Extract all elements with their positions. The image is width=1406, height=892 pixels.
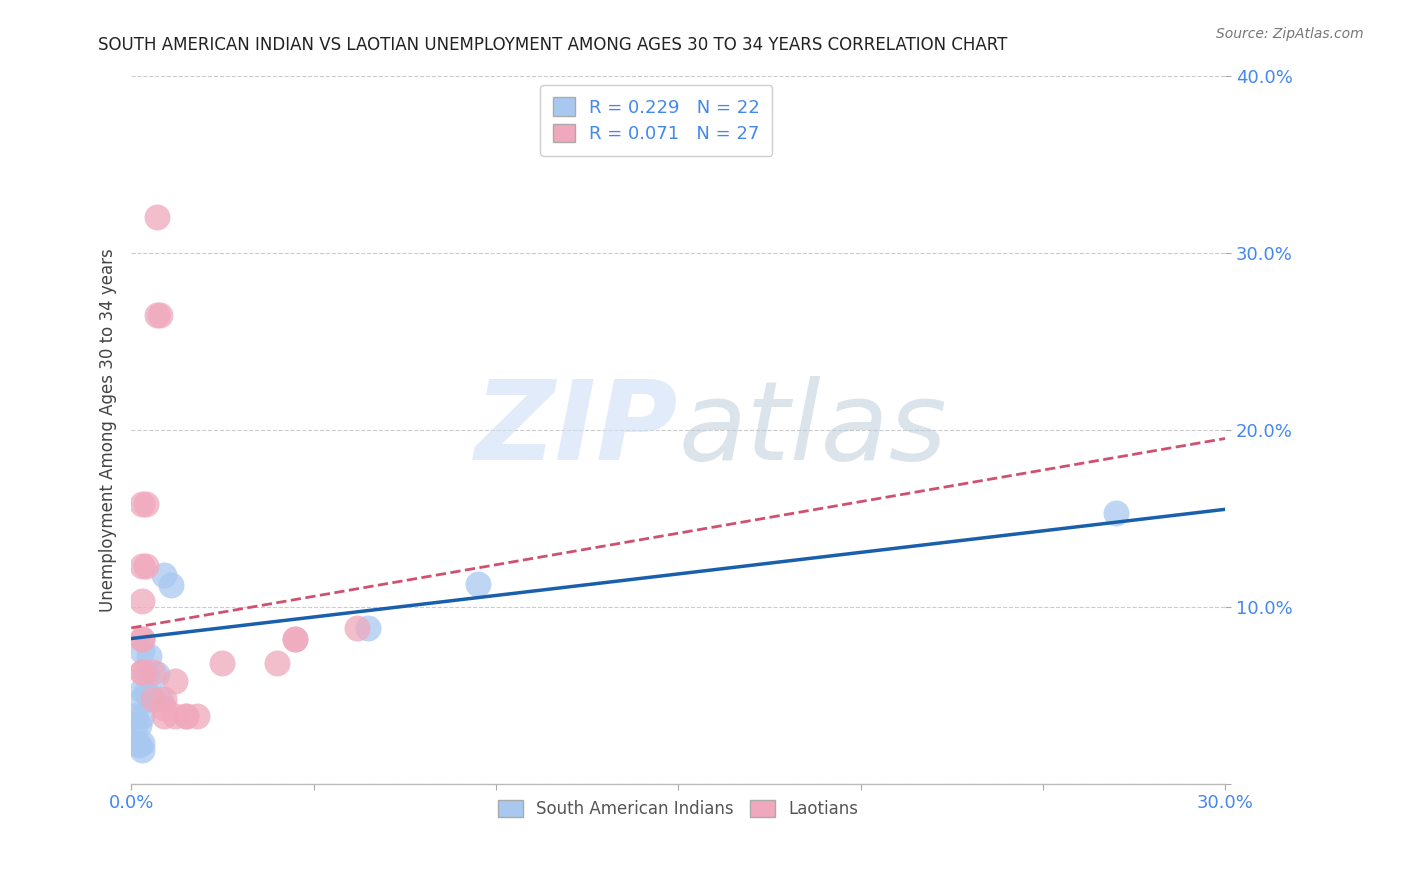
- Point: [142, 665, 165, 680]
- Y-axis label: Unemployment Among Ages 30 to 34 years: Unemployment Among Ages 30 to 34 years: [100, 248, 117, 612]
- Point: [160, 578, 183, 592]
- Point: [128, 738, 150, 752]
- Point: [153, 567, 176, 582]
- Point: [284, 632, 307, 646]
- Point: [131, 743, 153, 757]
- Point: [163, 674, 186, 689]
- Point: [131, 709, 153, 723]
- Point: [131, 594, 153, 608]
- Text: Source: ZipAtlas.com: Source: ZipAtlas.com: [1216, 27, 1364, 41]
- Point: [131, 682, 153, 697]
- Point: [124, 709, 146, 723]
- Point: [346, 621, 368, 635]
- Point: [266, 657, 288, 671]
- Point: [149, 308, 172, 322]
- Point: [174, 709, 197, 723]
- Point: [135, 497, 157, 511]
- Point: [153, 700, 176, 714]
- Point: [138, 649, 160, 664]
- Text: SOUTH AMERICAN INDIAN VS LAOTIAN UNEMPLOYMENT AMONG AGES 30 TO 34 YEARS CORRELAT: SOUTH AMERICAN INDIAN VS LAOTIAN UNEMPLO…: [98, 36, 1008, 54]
- Point: [146, 308, 169, 322]
- Point: [357, 621, 380, 635]
- Point: [142, 691, 165, 706]
- Text: ZIP: ZIP: [475, 376, 678, 483]
- Point: [135, 684, 157, 698]
- Point: [174, 709, 197, 723]
- Legend: South American Indians, Laotians: South American Indians, Laotians: [491, 794, 866, 825]
- Point: [124, 736, 146, 750]
- Point: [153, 691, 176, 706]
- Point: [149, 691, 172, 706]
- Point: [124, 718, 146, 732]
- Point: [146, 210, 169, 224]
- Point: [128, 718, 150, 732]
- Point: [135, 667, 157, 681]
- Point: [211, 657, 233, 671]
- Text: atlas: atlas: [678, 376, 946, 483]
- Point: [146, 667, 169, 681]
- Point: [131, 558, 153, 573]
- Point: [186, 709, 208, 723]
- Point: [131, 665, 153, 680]
- Point: [131, 691, 153, 706]
- Point: [163, 709, 186, 723]
- Point: [131, 632, 153, 646]
- Point: [135, 558, 157, 573]
- Point: [131, 632, 153, 646]
- Point: [131, 736, 153, 750]
- Point: [131, 644, 153, 658]
- Point: [467, 576, 489, 591]
- Point: [1105, 506, 1128, 520]
- Point: [131, 497, 153, 511]
- Point: [138, 691, 160, 706]
- Point: [284, 632, 307, 646]
- Point: [131, 665, 153, 680]
- Point: [153, 709, 176, 723]
